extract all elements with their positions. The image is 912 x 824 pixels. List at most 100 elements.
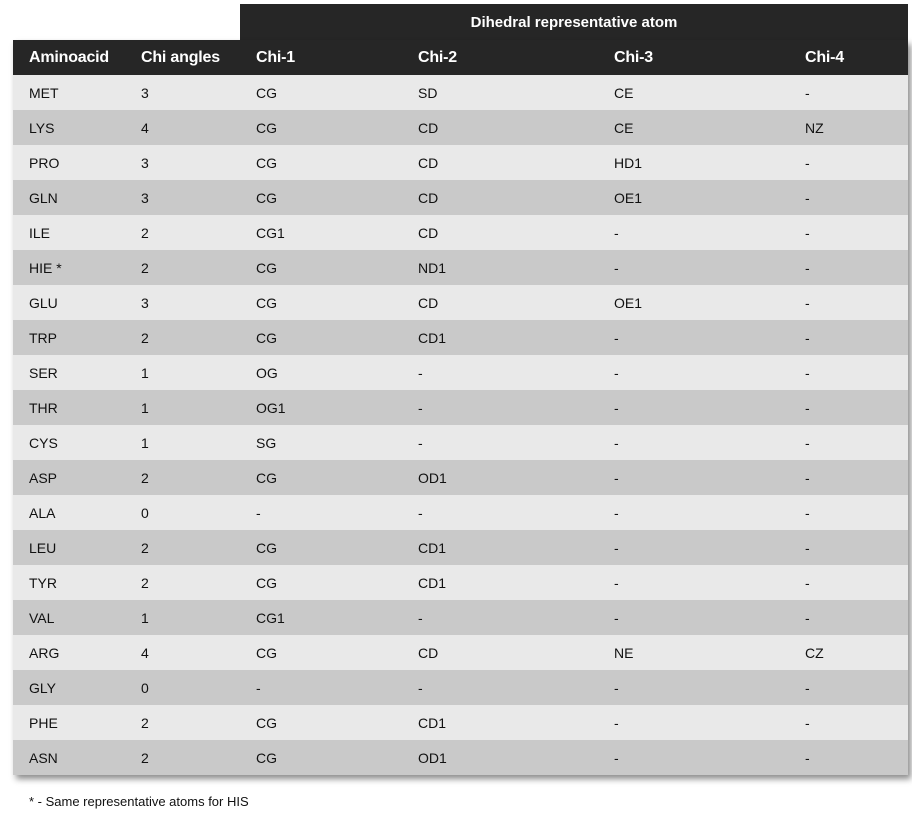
cell-chi-1: - — [256, 679, 261, 696]
table-row: TRP 2 CG CD1 - - — [13, 320, 908, 355]
cell-chi-2: CD — [418, 189, 439, 206]
cell-aminoacid: GLY — [29, 679, 56, 696]
header-row: Aminoacid Chi angles Chi-1 Chi-2 Chi-3 Chi-4 — [13, 40, 908, 75]
cell-chi-4: - — [805, 434, 810, 451]
cell-chi-4: - — [805, 259, 810, 276]
column-header-chi-1: Chi-1 — [256, 48, 296, 66]
cell-chi-2: - — [418, 609, 423, 626]
footnote: * - Same representative atoms for HIS — [29, 794, 249, 809]
table-row: ALA 0 - - - - — [13, 495, 908, 530]
cell-chi-2: CD1 — [418, 539, 447, 556]
cell-aminoacid: TYR — [29, 574, 57, 591]
cell-aminoacid: ALA — [29, 504, 56, 521]
table-row: HIE * 2 CG ND1 - - — [13, 250, 908, 285]
cell-chi-1: CG — [256, 469, 277, 486]
cell-chi-4: - — [805, 399, 810, 416]
cell-chi-4: - — [805, 714, 810, 731]
cell-chi-1: OG1 — [256, 399, 286, 416]
cell-chi-3: OE1 — [614, 189, 643, 206]
table-body: MET 3 CG SD CE - LYS 4 CG CD CE NZ PRO 3 CG CD HD1 - GLN 3 C… — [13, 75, 908, 775]
cell-chi-3: - — [614, 539, 619, 556]
cell-chi-1: CG1 — [256, 224, 285, 241]
cell-chi-angles: 1 — [141, 399, 149, 416]
cell-chi-3: - — [614, 574, 619, 591]
cell-chi-1: CG — [256, 294, 277, 311]
cell-chi-2: - — [418, 504, 423, 521]
cell-chi-angles: 0 — [141, 504, 149, 521]
cell-chi-angles: 2 — [141, 224, 149, 241]
cell-aminoacid: CYS — [29, 434, 58, 451]
cell-chi-4: - — [805, 364, 810, 381]
cell-aminoacid: GLN — [29, 189, 58, 206]
cell-chi-3: - — [614, 714, 619, 731]
table-row: ARG 4 CG CD NE CZ — [13, 635, 908, 670]
cell-aminoacid: LYS — [29, 119, 55, 136]
cell-chi-3: NE — [614, 644, 634, 661]
table-row: MET 3 CG SD CE - — [13, 75, 908, 110]
cell-aminoacid: ASN — [29, 749, 58, 766]
cell-chi-angles: 4 — [141, 644, 149, 661]
cell-aminoacid: MET — [29, 84, 59, 101]
cell-chi-1: - — [256, 504, 261, 521]
cell-chi-4: CZ — [805, 644, 824, 661]
cell-chi-2: - — [418, 399, 423, 416]
cell-chi-angles: 3 — [141, 189, 149, 206]
table-header: Aminoacid Chi angles Chi-1 Chi-2 Chi-3 Chi-4 — [13, 40, 908, 75]
cell-chi-2: ND1 — [418, 259, 447, 276]
cell-chi-2: - — [418, 434, 423, 451]
table-row: GLU 3 CG CD OE1 - — [13, 285, 908, 320]
cell-chi-4: - — [805, 574, 810, 591]
cell-chi-4: - — [805, 154, 810, 171]
cell-chi-3: - — [614, 679, 619, 696]
table-row: LYS 4 CG CD CE NZ — [13, 110, 908, 145]
cell-chi-4: - — [805, 469, 810, 486]
table-row: VAL 1 CG1 - - - — [13, 600, 908, 635]
cell-chi-1: CG — [256, 644, 277, 661]
table-row: THR 1 OG1 - - - — [13, 390, 908, 425]
cell-chi-2: CD — [418, 644, 439, 661]
table-row: PHE 2 CG CD1 - - — [13, 705, 908, 740]
table-row: GLY 0 - - - - — [13, 670, 908, 705]
cell-chi-3: - — [614, 259, 619, 276]
cell-chi-1: CG — [256, 574, 277, 591]
cell-chi-angles: 0 — [141, 679, 149, 696]
table-row: CYS 1 SG - - - — [13, 425, 908, 460]
cell-chi-1: SG — [256, 434, 277, 451]
cell-chi-angles: 1 — [141, 364, 149, 381]
cell-chi-angles: 1 — [141, 434, 149, 451]
column-header-aminoacid: Aminoacid — [29, 48, 109, 66]
cell-aminoacid: ILE — [29, 224, 51, 241]
cell-chi-4: - — [805, 609, 810, 626]
cell-chi-1: CG — [256, 119, 277, 136]
cell-chi-1: CG — [256, 189, 277, 206]
cell-chi-4: - — [805, 679, 810, 696]
cell-chi-angles: 2 — [141, 714, 149, 731]
cell-chi-3: CE — [614, 119, 634, 136]
cell-chi-3: - — [614, 609, 619, 626]
cell-chi-4: - — [805, 224, 810, 241]
column-header-chi-2: Chi-2 — [418, 48, 458, 66]
cell-chi-angles: 2 — [141, 469, 149, 486]
cell-chi-1: CG — [256, 539, 277, 556]
cell-chi-3: - — [614, 364, 619, 381]
cell-chi-1: CG — [256, 714, 277, 731]
cell-chi-2: - — [418, 364, 423, 381]
cell-aminoacid: ARG — [29, 644, 60, 661]
table-row: ASN 2 CG OD1 - - — [13, 740, 908, 775]
cell-chi-1: CG — [256, 259, 277, 276]
cell-chi-2: CD1 — [418, 329, 447, 346]
aminoacid-chi-table: Aminoacid Chi angles Chi-1 Chi-2 Chi-3 Chi-4 … — [13, 40, 908, 775]
table-row: GLN 3 CG CD OE1 - — [13, 180, 908, 215]
cell-chi-4: - — [805, 84, 810, 101]
cell-aminoacid: THR — [29, 399, 58, 416]
cell-chi-angles: 2 — [141, 539, 149, 556]
cell-chi-2: - — [418, 679, 423, 696]
aminoacid-table-container: Aminoacid Chi angles Chi-1 Chi-2 Chi-3 Chi-4 … — [13, 40, 908, 775]
cell-chi-4: - — [805, 504, 810, 521]
cell-chi-4: NZ — [805, 119, 824, 136]
column-header-chi-4: Chi-4 — [805, 48, 845, 66]
cell-aminoacid: LEU — [29, 539, 57, 556]
cell-aminoacid: GLU — [29, 294, 58, 311]
cell-aminoacid: ASP — [29, 469, 58, 486]
cell-aminoacid: PHE — [29, 714, 58, 731]
